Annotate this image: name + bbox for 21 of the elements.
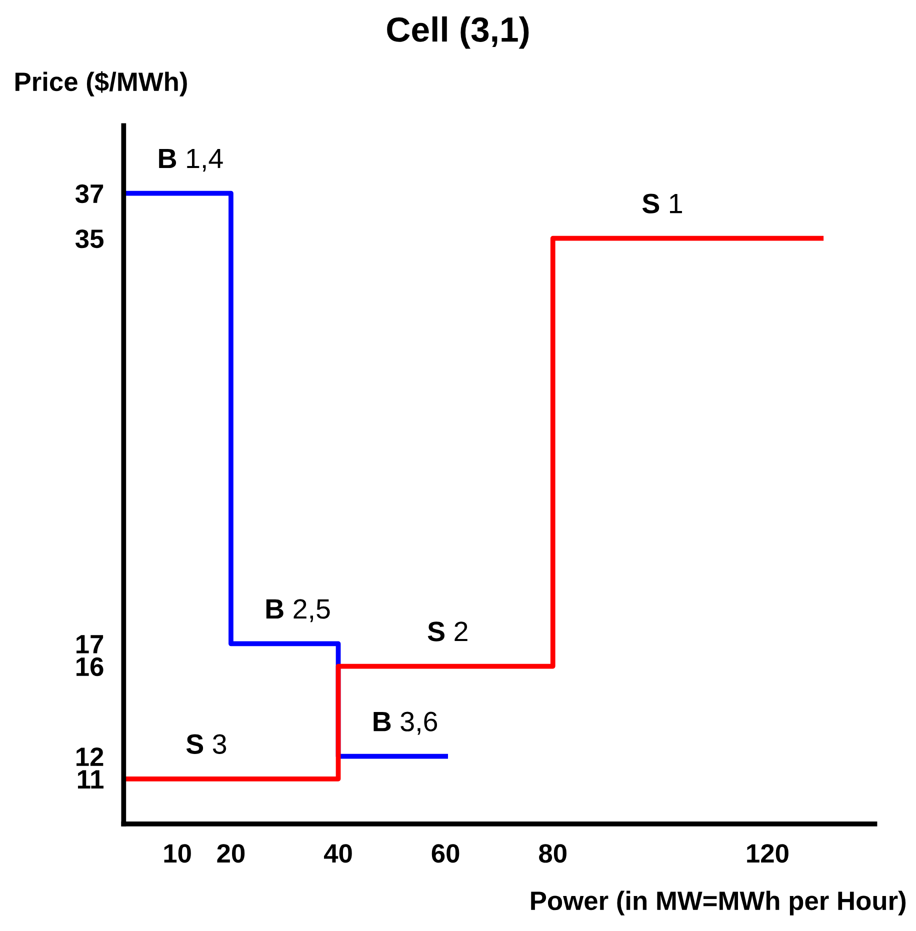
annotation: S 2 <box>428 622 468 642</box>
y-tick-label: 16 <box>76 657 104 676</box>
x-axis-title: Power (in MW=MWh per Hour) <box>531 890 906 916</box>
x-tick-label: 40 <box>324 844 352 863</box>
annotation: S 3 <box>186 734 226 754</box>
chart-title: Cell (3,1) <box>387 16 529 49</box>
y-tick-label: 35 <box>75 229 104 248</box>
y-tick-label: 17 <box>76 635 104 654</box>
annotation: S 1 <box>642 194 682 214</box>
y-axis-title: Price ($/MWh) <box>16 71 187 96</box>
annotation: B 2,5 <box>266 599 330 622</box>
x-tick-label: 80 <box>539 844 566 863</box>
x-tick-label: 60 <box>432 844 460 863</box>
annotation: B 1,4 <box>159 148 223 172</box>
y-tick-label: 11 <box>78 770 104 788</box>
x-tick-label: 20 <box>217 844 245 863</box>
y-tick-label: 12 <box>76 747 104 766</box>
y-tick-label: 37 <box>75 184 104 204</box>
x-tick-label: 120 <box>747 844 788 863</box>
annotation: B 3,6 <box>374 712 438 735</box>
x-tick-label: 10 <box>164 844 191 863</box>
